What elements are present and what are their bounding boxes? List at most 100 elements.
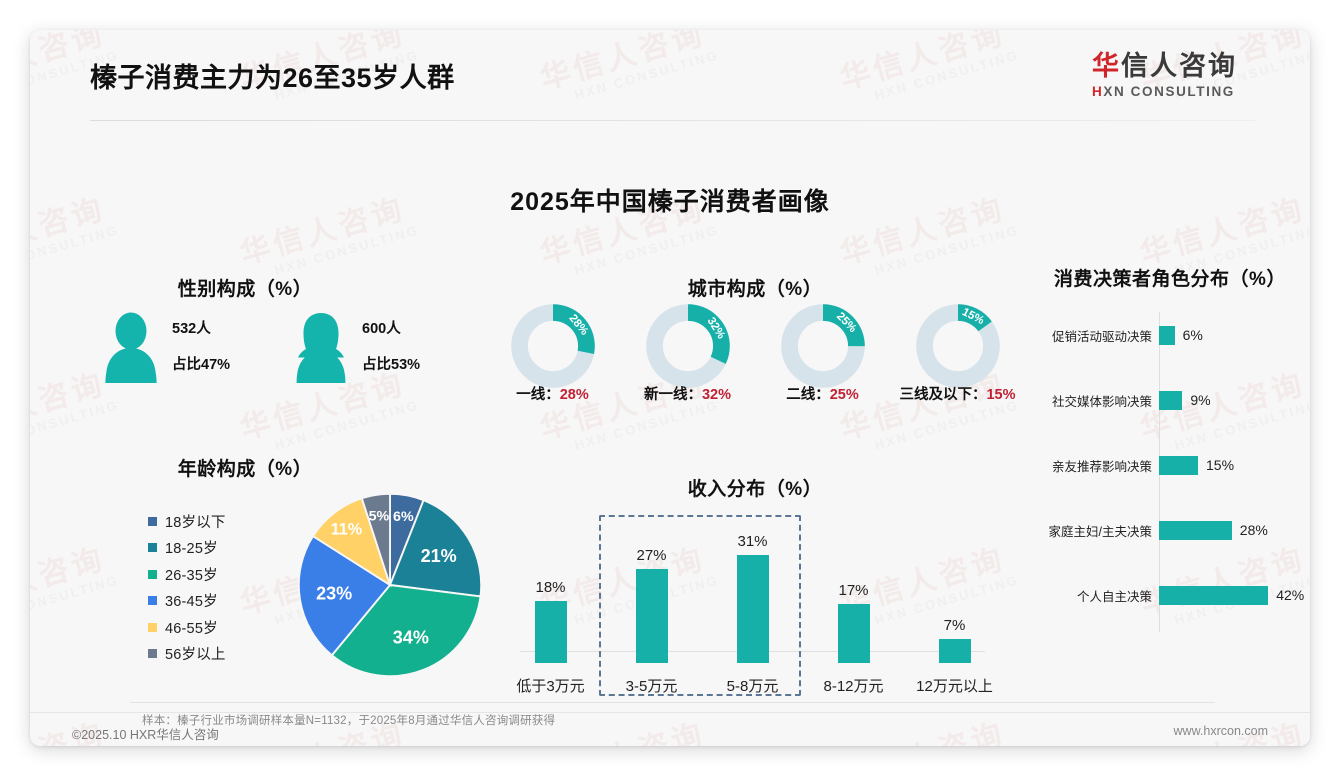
female-silhouette-icon (296, 313, 346, 383)
role-bar-row[interactable]: 个人自主决策 42% (1015, 580, 1310, 610)
role-bar[interactable] (1159, 325, 1175, 345)
age-pie-slice-label: 6% (393, 509, 414, 525)
income-bar[interactable] (736, 555, 769, 663)
role-bar[interactable] (1159, 520, 1232, 540)
income-bar-column[interactable]: 7% 12万元以上 (904, 506, 1005, 696)
gender-male-count: 532人 (172, 320, 211, 337)
income-bar[interactable] (534, 600, 567, 663)
role-bar-row[interactable]: 社交媒体影响决策 9% (1015, 385, 1310, 415)
role-bar-value: 6% (1182, 327, 1203, 343)
role-bar[interactable] (1159, 390, 1183, 410)
income-bar-value: 17% (838, 582, 869, 599)
age-legend-swatch-icon (148, 569, 157, 579)
age-legend-item[interactable]: 56岁以上 (148, 641, 226, 668)
age-legend-label: 46-55岁 (165, 620, 218, 637)
role-bar-label: 亲友推荐影响决策 (1051, 459, 1152, 474)
age-pie-slice[interactable] (388, 498, 483, 598)
sample-footnote: 样本：榛子行业市场调研样本量N=1132，于2025年8月通过华信人咨询调研获得 (142, 715, 556, 727)
age-legend-item[interactable]: 26-35岁 (148, 561, 226, 588)
income-bar-category: 低于3万元 (516, 678, 585, 695)
age-pie-chart: 6% 21% 34% 23% 11% 5% (295, 490, 485, 680)
city-donut-arc (780, 304, 865, 388)
income-bar-category: 5-8万元 (726, 678, 779, 695)
gender-male-stats: 532人 占比47% (172, 320, 230, 373)
role-bar-label: 社交媒体影响决策 (1051, 394, 1152, 409)
page-footer: ©2025.10 HXR华信人咨询 www.hxrcon.com (0, 712, 1340, 780)
copyright-text: ©2025.10 HXR华信人咨询 (72, 728, 219, 742)
city-donut-caption-value: 15% (986, 387, 1016, 403)
gender-female-stats: 600人 占比53% (362, 320, 420, 373)
role-bar-label: 家庭主妇/主夫决策 (1048, 524, 1152, 539)
age-legend-swatch-icon (148, 516, 157, 526)
city-donut-caption-value: 28% (559, 387, 589, 403)
income-bar-category: 8-12万元 (823, 678, 884, 695)
section-title-income: 收入分布（%） (687, 479, 823, 500)
income-bar[interactable] (635, 569, 668, 663)
age-pie-slice[interactable] (360, 492, 391, 586)
city-donut-labels: 一线：28% 新一线：32% 二线：25% 三线及以下：15% (485, 383, 1025, 409)
age-legend-label: 36-45岁 (165, 594, 218, 611)
age-legend-item[interactable]: 46-55岁 (148, 614, 226, 641)
role-bar-row[interactable]: 家庭主妇/主夫决策 28% (1015, 515, 1310, 545)
city-donut-caption: 一线：28% (485, 383, 620, 409)
city-donut-arc (645, 304, 730, 388)
role-bar-value: 15% (1206, 457, 1235, 473)
income-bar-column[interactable]: 31% 5-8万元 (702, 506, 803, 696)
page-headline: 榛子消费主力为26至35岁人群 (90, 63, 455, 93)
city-donut-svg: 28% (510, 304, 595, 388)
gender-composition: 532人 占比47% 600人 占比53% (100, 302, 480, 392)
section-title-city: 城市构成（%） (687, 279, 823, 300)
age-legend-label: 18岁以下 (165, 514, 226, 531)
income-bar-column[interactable]: 18% 低于3万元 (500, 506, 601, 696)
city-donut[interactable]: 15% (890, 302, 1025, 407)
income-bar[interactable] (938, 638, 971, 663)
role-bar[interactable] (1159, 585, 1269, 605)
city-donut-caption-value: 25% (829, 387, 859, 403)
role-bar-value: 28% (1239, 522, 1268, 538)
age-pie-slice[interactable] (297, 534, 392, 657)
age-legend-item[interactable]: 18-25岁 (148, 535, 226, 562)
gender-male: 532人 占比47% (100, 302, 290, 392)
city-donut-caption-value: 32% (701, 387, 732, 403)
city-donut-group: 28% 32% 25% 15% (485, 302, 1025, 407)
section-title-gender: 性别构成（%） (177, 279, 313, 300)
age-pie-slice[interactable] (330, 583, 482, 678)
website-url[interactable]: www.hxrcon.com (1173, 724, 1268, 738)
income-bar-chart: 18% 低于3万元 27% 3-5万元 31% 5-8万元 17% 8-12万元 7% 12万元以… (500, 506, 1005, 696)
section-title-role: 消费决策者角色分布（%） (1054, 269, 1286, 290)
income-bar-value: 31% (737, 533, 768, 551)
logo-chinese-rest: 信人咨询 (1121, 51, 1237, 81)
age-pie-slice-label: 11% (331, 520, 362, 538)
income-bar-category: 12万元以上 (916, 678, 993, 695)
income-bar-column[interactable]: 17% 8-12万元 (803, 506, 904, 696)
city-donut[interactable]: 28% (485, 302, 620, 407)
income-bar[interactable] (837, 604, 870, 663)
city-donut-arc (915, 304, 1000, 388)
logo-english-first-char: H (1092, 83, 1104, 99)
income-bar-columns: 18% 低于3万元 27% 3-5万元 31% 5-8万元 17% 8-12万元 7% 12万元以… (500, 506, 1005, 696)
gender-female: 600人 占比53% (290, 302, 480, 392)
male-silhouette-icon (105, 312, 157, 383)
role-bar-row[interactable]: 亲友推荐影响决策 15% (1015, 450, 1310, 480)
role-bar[interactable] (1159, 455, 1198, 475)
city-donut-caption: 新一线：32% (620, 383, 755, 409)
city-donut-caption-name: 新一线： (643, 387, 702, 403)
age-pie-svg: 6% 21% 34% 23% 11% 5% (297, 492, 483, 678)
role-bar-row[interactable]: 促销活动驱动决策 6% (1015, 320, 1310, 350)
income-bar-value: 27% (636, 547, 667, 565)
age-legend-swatch-icon (148, 543, 157, 553)
city-donut[interactable]: 25% (755, 302, 890, 407)
gender-female-count: 600人 (362, 320, 401, 337)
age-legend-label: 56岁以上 (165, 647, 226, 664)
city-donut-svg: 25% (780, 304, 865, 388)
age-legend-swatch-icon (148, 649, 157, 659)
city-donut[interactable]: 32% (620, 302, 755, 407)
age-legend-item[interactable]: 36-45岁 (148, 588, 226, 615)
role-bar-value: 9% (1190, 392, 1211, 408)
income-bar-column[interactable]: 27% 3-5万元 (601, 506, 702, 696)
age-pie-legend: 18岁以下 18-25岁 26-35岁 36-45岁 46-55岁 56岁以上 (148, 508, 226, 667)
age-legend-item[interactable]: 18岁以下 (148, 508, 226, 535)
age-pie-slice-label: 34% (393, 627, 429, 647)
